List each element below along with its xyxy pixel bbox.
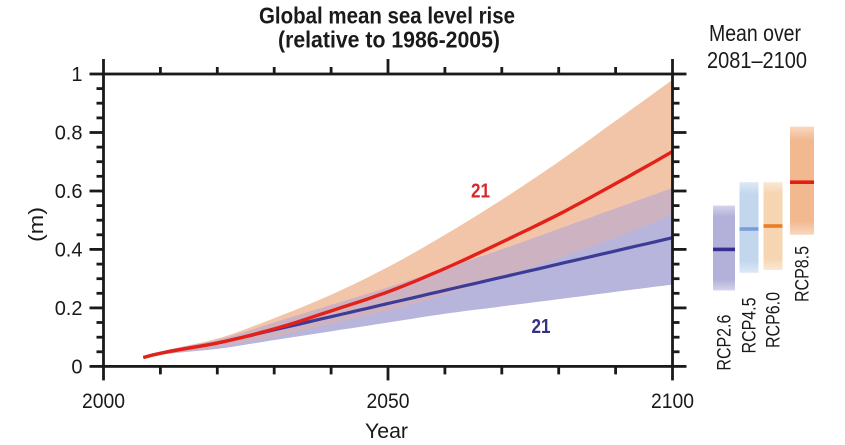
svg-text:(m): (m) <box>26 207 48 242</box>
svg-text:RCP4.5: RCP4.5 <box>740 298 761 354</box>
svg-text:RCP2.6: RCP2.6 <box>715 315 736 371</box>
svg-text:0.8: 0.8 <box>55 123 83 145</box>
svg-text:Year: Year <box>365 420 408 443</box>
svg-text:0.6: 0.6 <box>55 181 83 203</box>
svg-text:21: 21 <box>471 181 490 203</box>
svg-text:1: 1 <box>71 64 82 86</box>
svg-text:2081–2100: 2081–2100 <box>707 47 807 73</box>
svg-text:21: 21 <box>532 316 551 338</box>
svg-text:0: 0 <box>71 356 82 378</box>
svg-text:2050: 2050 <box>367 390 410 413</box>
svg-text:RCP6.0: RCP6.0 <box>764 292 785 348</box>
svg-text:2000: 2000 <box>82 390 125 413</box>
svg-text:Global mean sea level rise: Global mean sea level rise <box>259 3 515 29</box>
svg-text:(relative to 1986-2005): (relative to 1986-2005) <box>278 27 500 53</box>
svg-text:0.4: 0.4 <box>55 239 83 261</box>
svg-text:RCP8.5: RCP8.5 <box>793 246 814 302</box>
svg-text:0.2: 0.2 <box>55 298 83 320</box>
svg-text:2100: 2100 <box>651 390 694 413</box>
svg-text:Mean over: Mean over <box>709 20 801 46</box>
